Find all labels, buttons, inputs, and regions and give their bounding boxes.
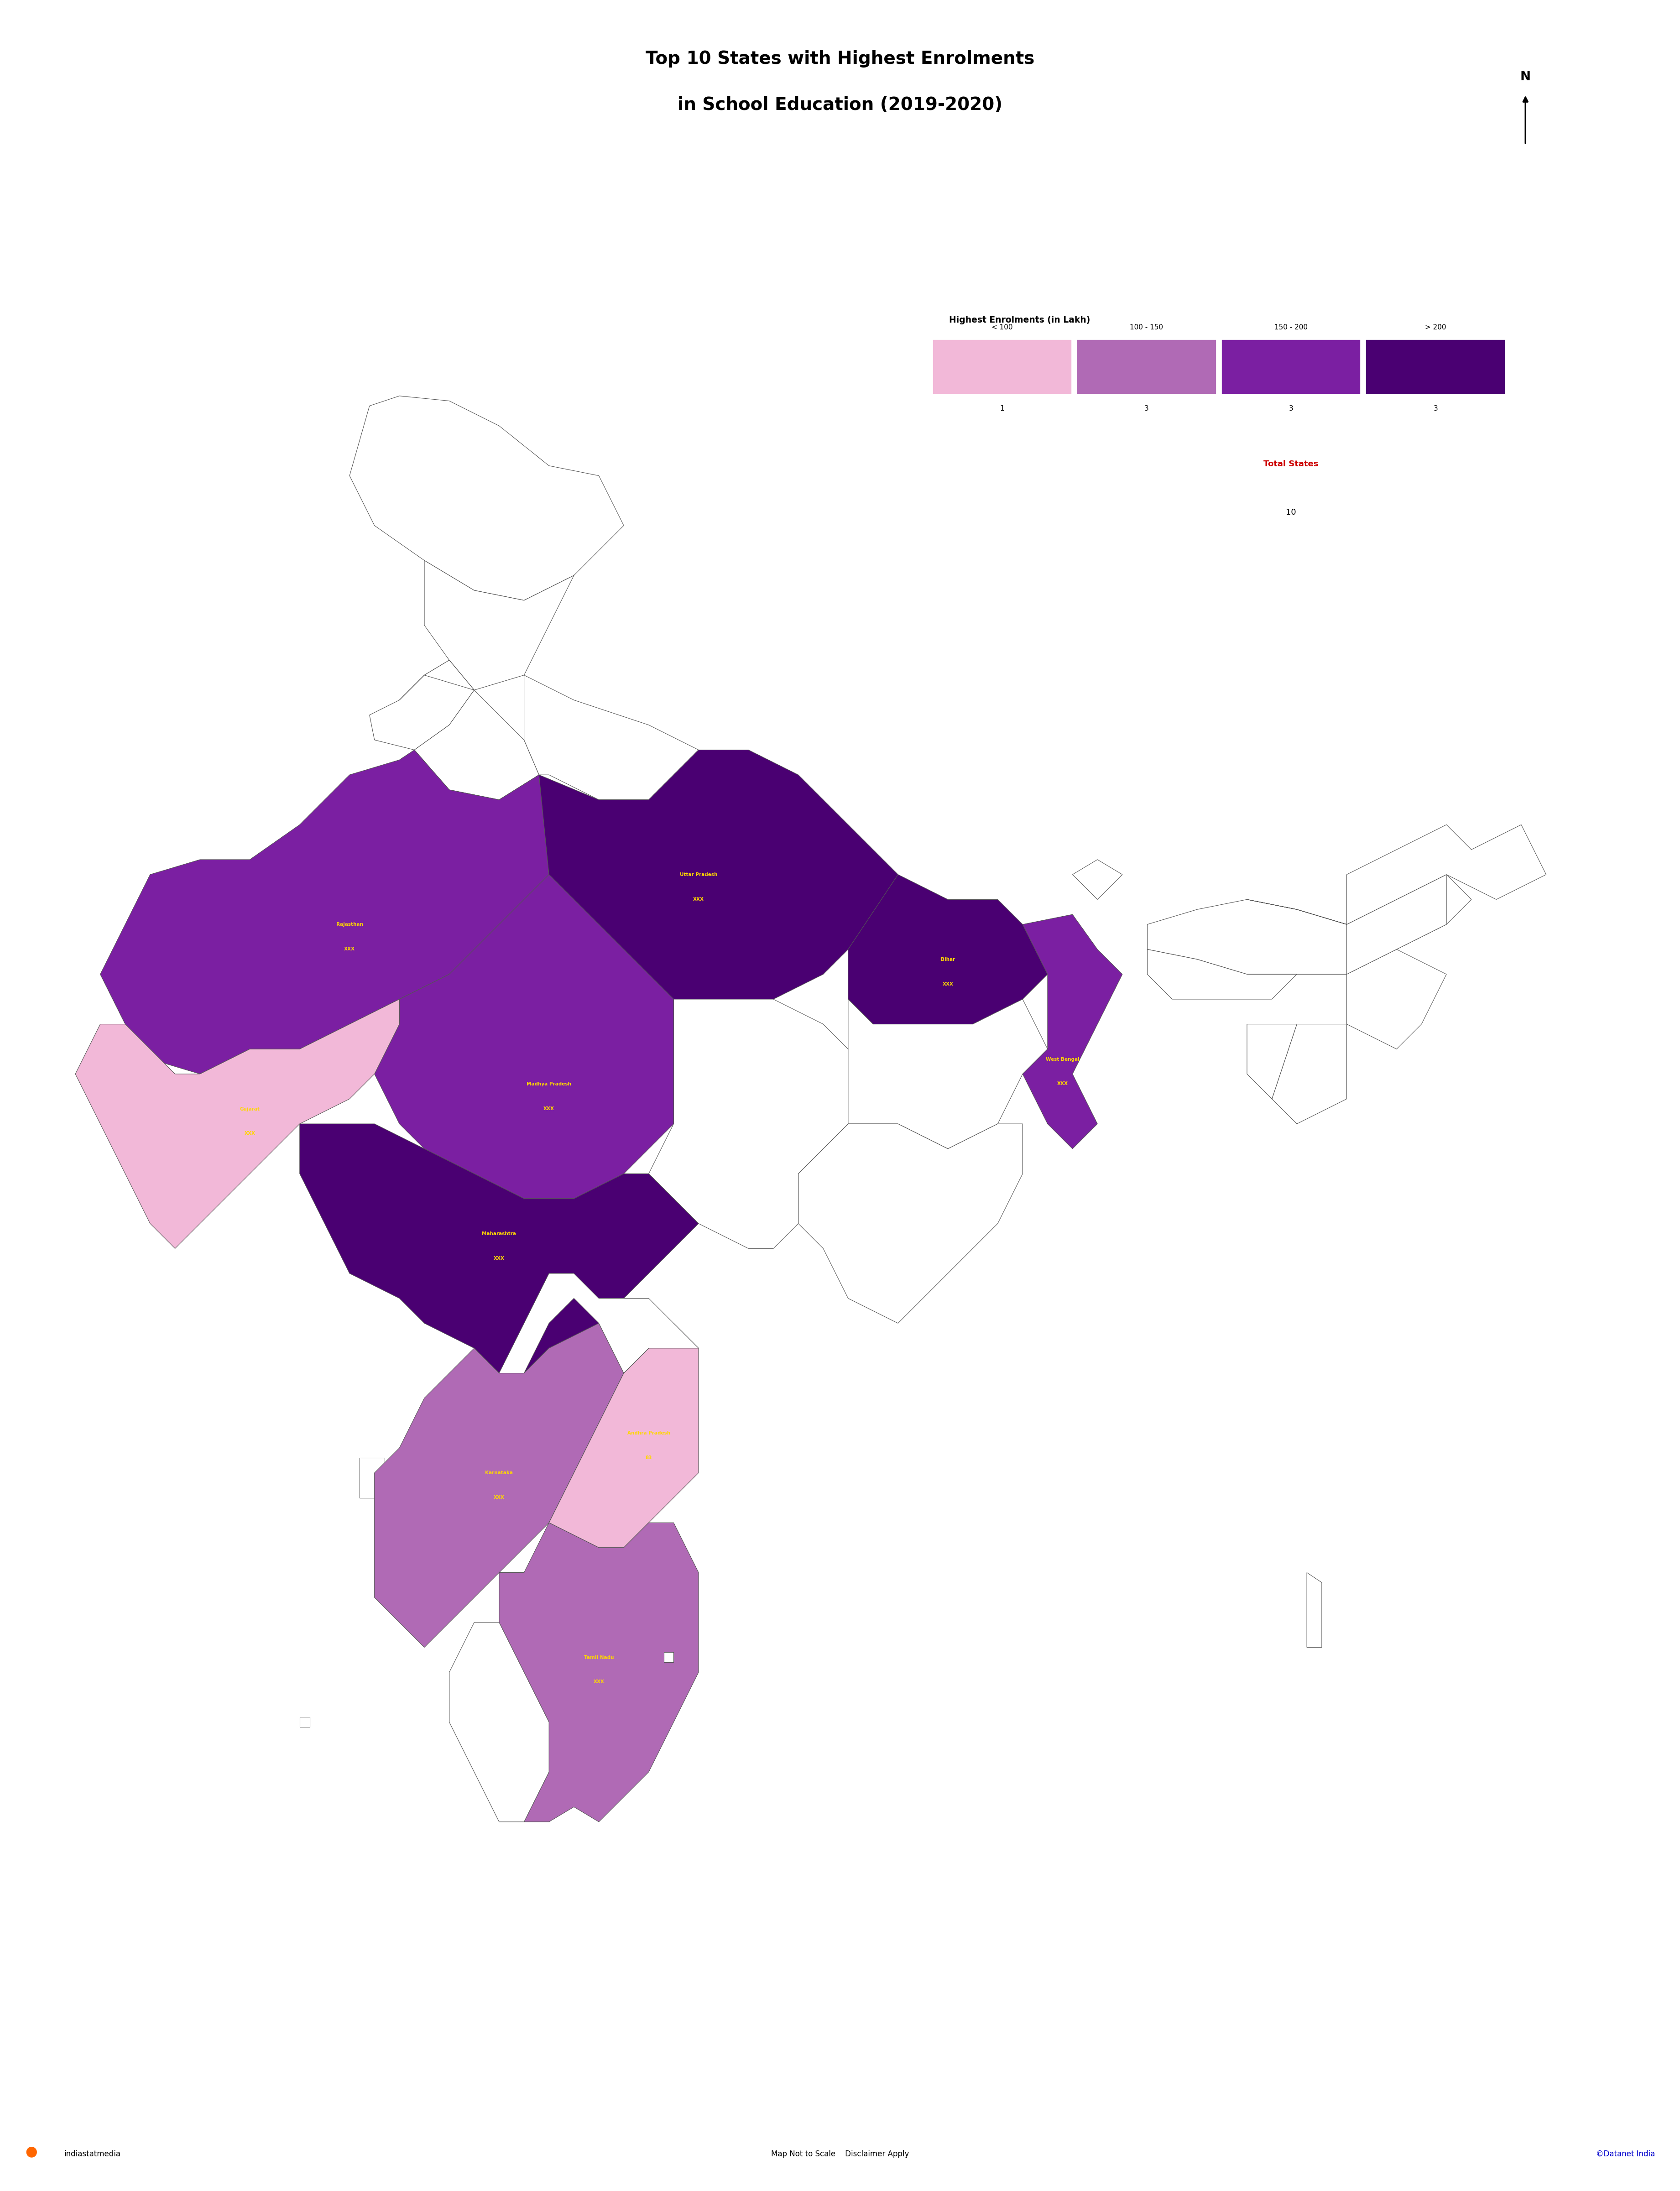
Text: 3: 3 xyxy=(1289,405,1294,412)
Text: in School Education (2019-2020): in School Education (2019-2020) xyxy=(677,96,1003,114)
Polygon shape xyxy=(449,1621,549,1823)
Polygon shape xyxy=(1072,859,1122,901)
Text: XXX: XXX xyxy=(544,1106,554,1111)
Text: 3: 3 xyxy=(1144,405,1149,412)
Text: Madhya Pradesh: Madhya Pradesh xyxy=(526,1082,571,1087)
Text: XXX: XXX xyxy=(942,982,953,986)
Polygon shape xyxy=(823,999,1048,1148)
Polygon shape xyxy=(425,561,575,690)
Bar xyxy=(1366,340,1505,394)
Text: 10: 10 xyxy=(1285,508,1297,517)
Polygon shape xyxy=(1272,1023,1347,1124)
Text: XXX: XXX xyxy=(494,1255,504,1260)
Text: Gujarat: Gujarat xyxy=(240,1106,260,1111)
Polygon shape xyxy=(499,1273,699,1374)
Text: Tamil Nadu: Tamil Nadu xyxy=(585,1654,613,1661)
Text: Map Not to Scale    Disclaimer Apply: Map Not to Scale Disclaimer Apply xyxy=(771,2149,909,2158)
Text: 83: 83 xyxy=(645,1455,652,1459)
Text: indiastatmedia: indiastatmedia xyxy=(64,2149,121,2158)
Text: Highest Enrolments (in Lakh): Highest Enrolments (in Lakh) xyxy=(949,316,1090,324)
Polygon shape xyxy=(549,1323,699,1547)
Text: > 200: > 200 xyxy=(1425,324,1446,331)
Text: < 100: < 100 xyxy=(991,324,1013,331)
Text: Rajasthan: Rajasthan xyxy=(336,922,363,927)
Text: XXX: XXX xyxy=(244,1131,255,1135)
Bar xyxy=(1221,340,1361,394)
Polygon shape xyxy=(1147,949,1297,999)
Text: Bihar: Bihar xyxy=(941,957,954,962)
Polygon shape xyxy=(1347,874,1446,975)
Text: Total States: Total States xyxy=(1263,460,1319,469)
Text: XXX: XXX xyxy=(1057,1082,1068,1087)
Polygon shape xyxy=(1307,1573,1322,1648)
Text: 1: 1 xyxy=(1000,405,1005,412)
Text: N: N xyxy=(1520,70,1530,83)
Polygon shape xyxy=(76,999,400,1249)
Text: XXX: XXX xyxy=(694,896,704,901)
Text: ●: ● xyxy=(25,2145,37,2158)
Polygon shape xyxy=(648,999,848,1249)
Text: Uttar Pradesh: Uttar Pradesh xyxy=(680,872,717,876)
Bar xyxy=(932,340,1072,394)
Polygon shape xyxy=(1023,914,1122,1148)
Text: 150 - 200: 150 - 200 xyxy=(1275,324,1307,331)
Polygon shape xyxy=(1247,1023,1297,1100)
Text: Karnataka: Karnataka xyxy=(486,1470,512,1475)
Text: XXX: XXX xyxy=(494,1494,504,1501)
Text: ©Datanet India: ©Datanet India xyxy=(1596,2149,1655,2158)
Polygon shape xyxy=(798,1124,1023,1323)
Polygon shape xyxy=(1147,874,1472,975)
Polygon shape xyxy=(375,1323,623,1648)
Text: 100 - 150: 100 - 150 xyxy=(1131,324,1163,331)
Polygon shape xyxy=(1247,824,1546,925)
Text: Andhra Pradesh: Andhra Pradesh xyxy=(627,1431,670,1435)
Polygon shape xyxy=(514,811,549,830)
Text: West Bengal: West Bengal xyxy=(1045,1056,1079,1060)
Text: Top 10 States with Highest Enrolments: Top 10 States with Highest Enrolments xyxy=(645,50,1035,68)
Polygon shape xyxy=(400,659,539,800)
Polygon shape xyxy=(370,659,474,749)
Polygon shape xyxy=(524,675,699,800)
Polygon shape xyxy=(299,1718,309,1727)
Polygon shape xyxy=(375,874,674,1198)
Bar xyxy=(1077,340,1216,394)
Polygon shape xyxy=(664,1652,674,1663)
Polygon shape xyxy=(848,874,1048,1023)
Polygon shape xyxy=(360,1457,385,1499)
Polygon shape xyxy=(499,1523,699,1823)
Polygon shape xyxy=(299,1124,699,1374)
Text: XXX: XXX xyxy=(593,1680,605,1685)
Text: XXX: XXX xyxy=(344,947,354,951)
Polygon shape xyxy=(349,397,623,600)
Polygon shape xyxy=(101,749,549,1074)
Polygon shape xyxy=(539,749,899,999)
Text: Maharashtra: Maharashtra xyxy=(482,1231,516,1236)
Polygon shape xyxy=(1347,949,1446,1049)
Text: 3: 3 xyxy=(1433,405,1438,412)
